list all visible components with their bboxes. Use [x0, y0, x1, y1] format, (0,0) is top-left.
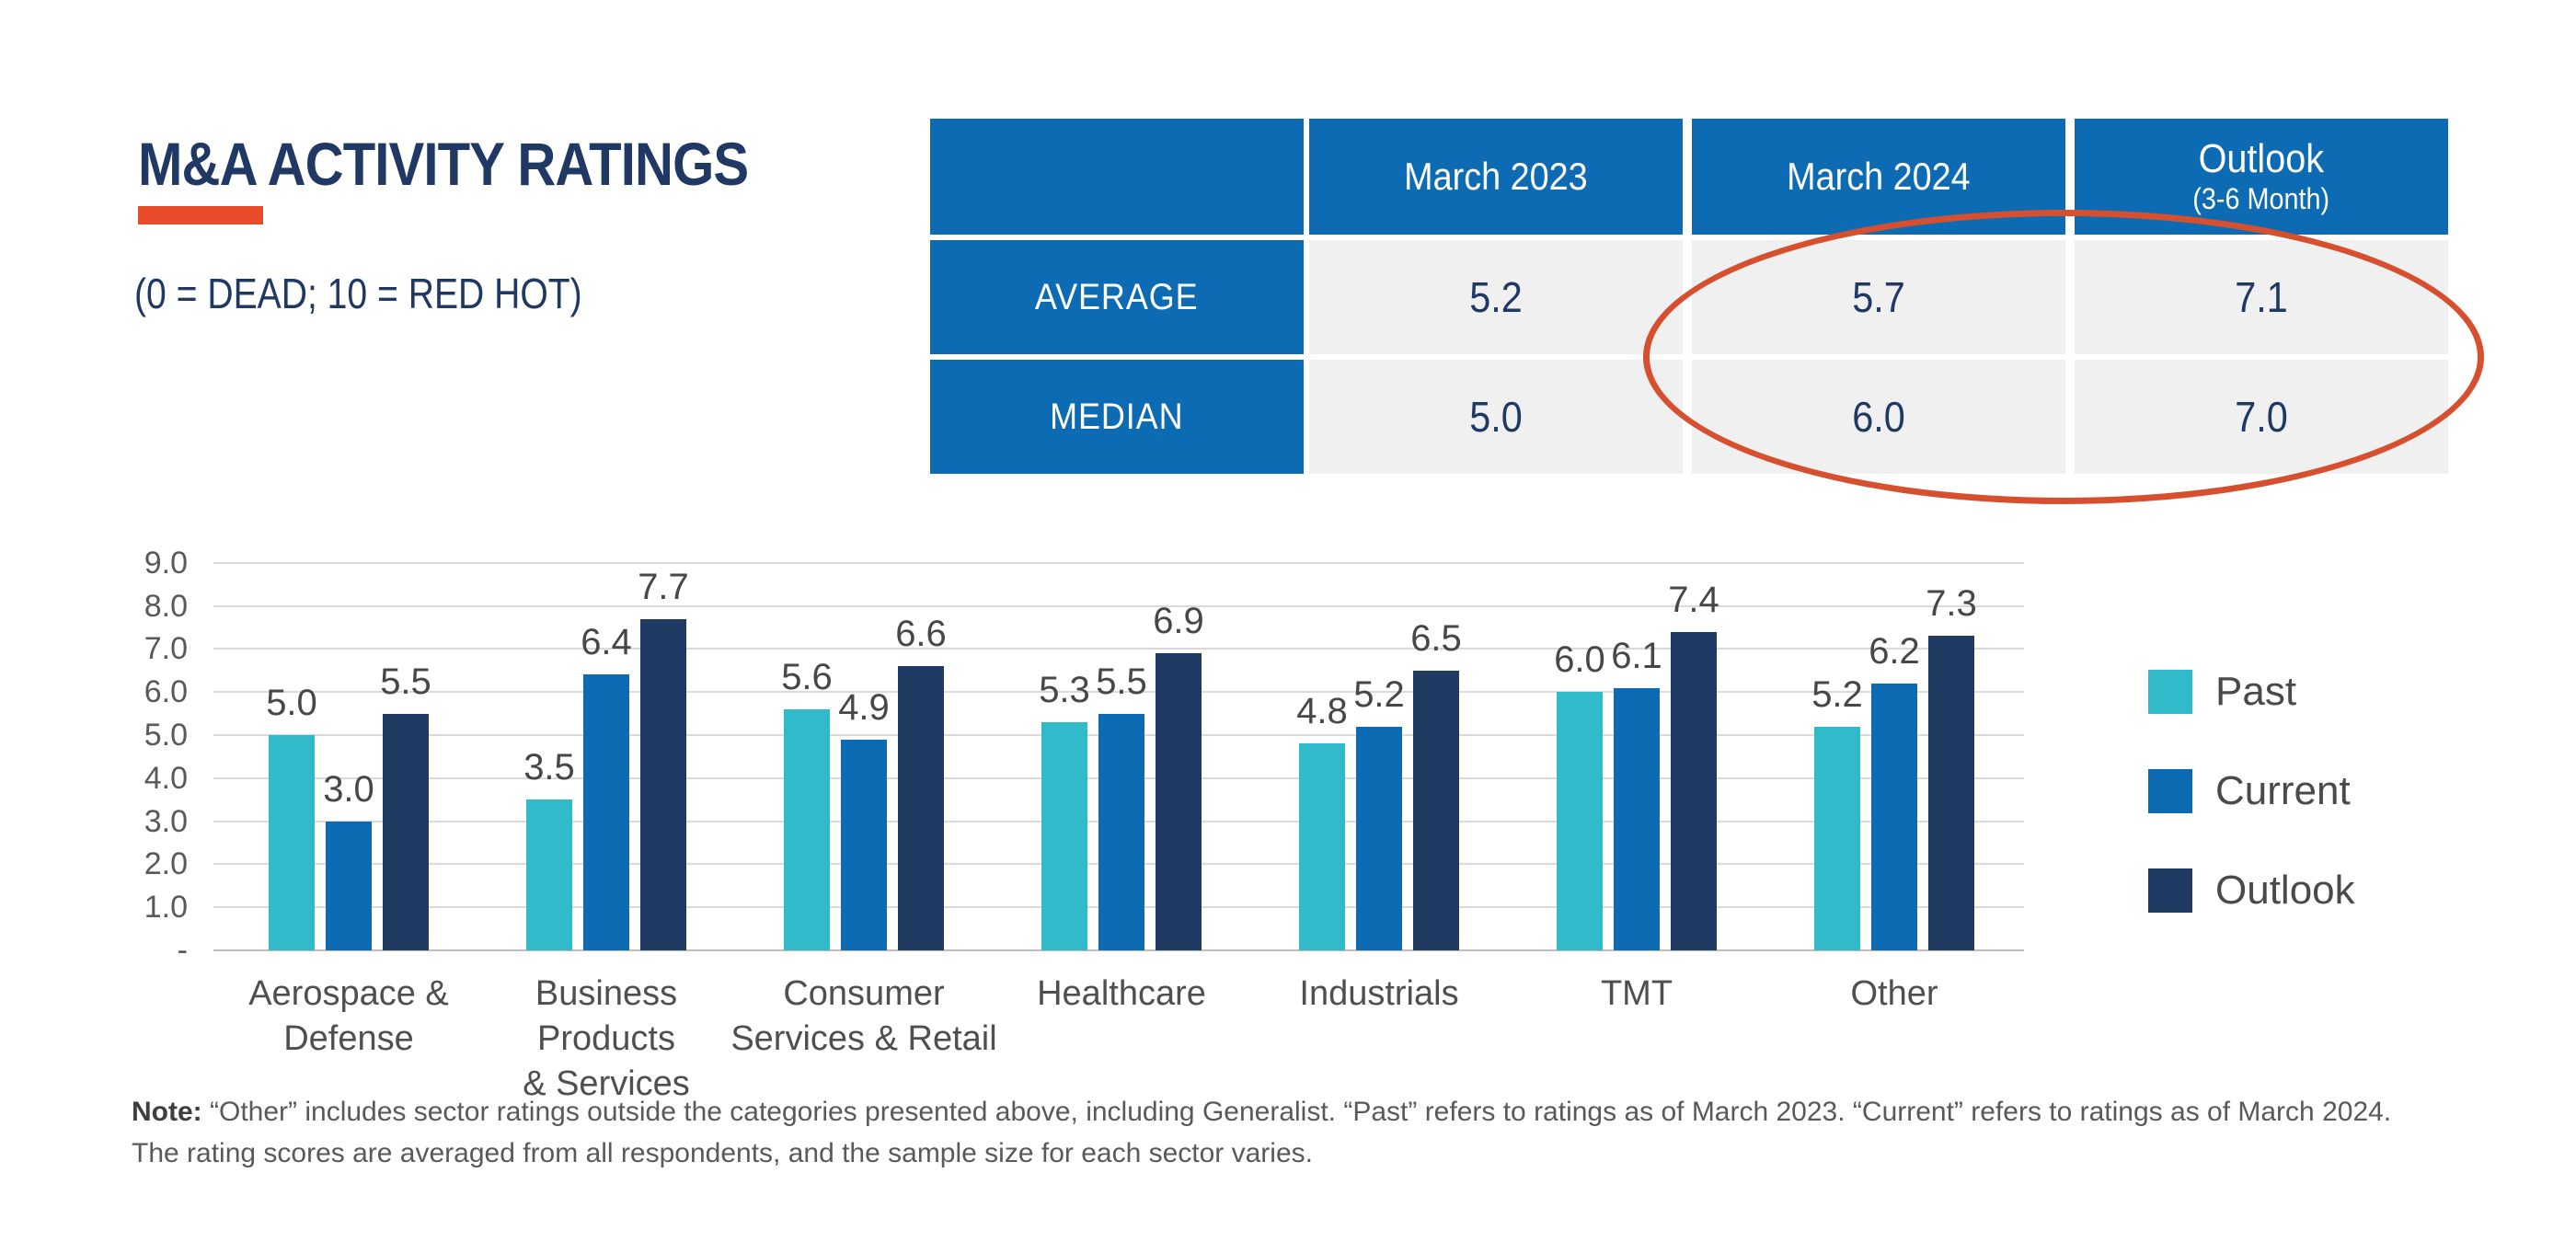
page-title: M&A ACTIVITY RATINGS: [138, 130, 749, 198]
table-row-label-median: MEDIAN: [930, 360, 1304, 474]
bar-value-label: 7.3: [1926, 583, 1977, 624]
bar-value-label: 6.1: [1611, 636, 1662, 676]
bar-value-label: 5.3: [1039, 670, 1090, 710]
y-axis-tick-label: 7.0: [144, 631, 188, 666]
bar-outlook-other: [1928, 636, 1974, 950]
bar-past-consumer-services-retail: [784, 709, 830, 950]
highlight-ellipse: [1643, 210, 2484, 504]
gridline: [213, 648, 2024, 650]
y-axis-tick-label: 1.0: [144, 890, 188, 925]
x-axis-category-label: Healthcare: [988, 972, 1255, 1017]
x-axis-category-line: Healthcare: [1037, 974, 1206, 1013]
x-axis-category-line: Consumer: [783, 974, 945, 1013]
rating-scale-subtitle: (0 = DEAD; 10 = RED HOT): [134, 270, 582, 317]
legend-label-current: Current: [2215, 768, 2351, 813]
table-cell-average-march-2023: 5.2: [1309, 240, 1683, 354]
x-axis-category-line: & Services: [523, 1064, 690, 1103]
x-axis-category-label: Aerospace & Defense: [215, 972, 482, 1062]
bar-past-business-products-services: [526, 799, 572, 950]
bar-past-healthcare: [1041, 722, 1087, 950]
x-axis-category-line: Defense: [283, 1019, 414, 1058]
table-header-march-2023: March 2023: [1309, 119, 1683, 235]
x-axis-category-label: Other: [1761, 972, 2028, 1017]
bar-past-other: [1814, 727, 1860, 950]
footnote-label: Note:: [132, 1097, 202, 1127]
bar-value-label: 6.6: [895, 614, 947, 654]
bar-value-label: 3.0: [323, 769, 374, 810]
x-axis-category-line: Business Products: [535, 974, 678, 1058]
gridline: [213, 691, 2024, 693]
x-axis-category-label: TMT: [1503, 972, 1770, 1017]
x-axis-category-label: Industrials: [1246, 972, 1512, 1017]
footnote-line-1: Note: “Other” includes sector ratings ou…: [132, 1091, 2524, 1133]
y-axis-tick-label: 3.0: [144, 804, 188, 839]
legend-swatch-current: [2148, 769, 2192, 813]
y-axis-tick-label: -: [177, 933, 188, 968]
y-axis-tick-label: 9.0: [144, 546, 188, 581]
y-axis-tick-label: 2.0: [144, 846, 188, 881]
bar-current-healthcare: [1098, 714, 1144, 950]
bar-value-label: 4.8: [1296, 691, 1348, 731]
bar-past-tmt: [1557, 692, 1603, 950]
bar-current-tmt: [1614, 688, 1660, 950]
table-cell-median-march-2023: 5.0: [1309, 360, 1683, 474]
table-corner-cell: [930, 119, 1304, 235]
bar-outlook-business-products-services: [640, 619, 686, 950]
y-axis-tick-label: 5.0: [144, 718, 188, 753]
footnote-text-1: “Other” includes sector ratings outside …: [210, 1097, 2392, 1127]
bar-value-label: 5.2: [1811, 674, 1863, 715]
x-axis-category-line: Aerospace &: [248, 974, 449, 1013]
x-axis-category-label: Consumer Services & Retail: [730, 972, 997, 1062]
x-axis-category-line: Industrials: [1299, 974, 1459, 1013]
bar-past-industrials: [1299, 743, 1345, 950]
bar-outlook-aerospace-defense: [383, 714, 429, 950]
bar-current-consumer-services-retail: [841, 740, 887, 950]
bar-value-label: 7.4: [1668, 580, 1719, 620]
title-accent-rule: [138, 206, 263, 224]
bar-value-label: 6.2: [1869, 631, 1920, 672]
footnote-text-2: The rating scores are averaged from all …: [132, 1138, 1313, 1168]
bar-outlook-healthcare: [1156, 653, 1202, 950]
bar-value-label: 5.6: [781, 657, 833, 697]
y-axis-tick-label: 6.0: [144, 674, 188, 709]
legend-label-past: Past: [2215, 669, 2297, 714]
y-axis-tick-label: 8.0: [144, 589, 188, 624]
bar-outlook-consumer-services-retail: [898, 666, 944, 950]
x-axis-category-line: TMT: [1600, 974, 1673, 1013]
bar-value-label: 3.5: [523, 747, 575, 788]
bar-value-label: 6.4: [581, 622, 632, 662]
x-axis-category-line: Other: [1850, 974, 1938, 1013]
x-axis-line: [213, 949, 2024, 951]
y-axis-tick-label: 4.0: [144, 761, 188, 796]
table-row-label-average: AVERAGE: [930, 240, 1304, 354]
bar-value-label: 5.0: [266, 683, 317, 723]
bar-value-label: 7.7: [638, 567, 689, 607]
x-axis-category-line: Services & Retail: [730, 1019, 997, 1058]
legend-label-outlook: Outlook: [2215, 868, 2355, 913]
x-axis-category-label: Business Products & Services: [473, 972, 740, 1107]
bar-outlook-tmt: [1671, 632, 1717, 950]
bar-value-label: 5.2: [1353, 674, 1405, 715]
bar-value-label: 6.9: [1153, 601, 1204, 641]
bar-value-label: 5.5: [1096, 661, 1147, 702]
bar-past-aerospace-defense: [269, 735, 315, 950]
footnote: Note: “Other” includes sector ratings ou…: [132, 1091, 2524, 1174]
legend-swatch-outlook: [2148, 868, 2192, 913]
gridline: [213, 562, 2024, 564]
bar-value-label: 4.9: [838, 687, 890, 728]
bar-current-business-products-services: [583, 674, 629, 950]
bar-current-aerospace-defense: [326, 822, 372, 950]
bar-value-label: 6.5: [1410, 618, 1462, 659]
bar-value-label: 5.5: [380, 661, 431, 702]
gridline: [213, 605, 2024, 607]
bar-current-industrials: [1356, 727, 1402, 950]
legend-swatch-past: [2148, 670, 2192, 714]
bar-value-label: 6.0: [1554, 639, 1605, 680]
bar-outlook-industrials: [1413, 671, 1459, 950]
bar-current-other: [1871, 684, 1917, 950]
